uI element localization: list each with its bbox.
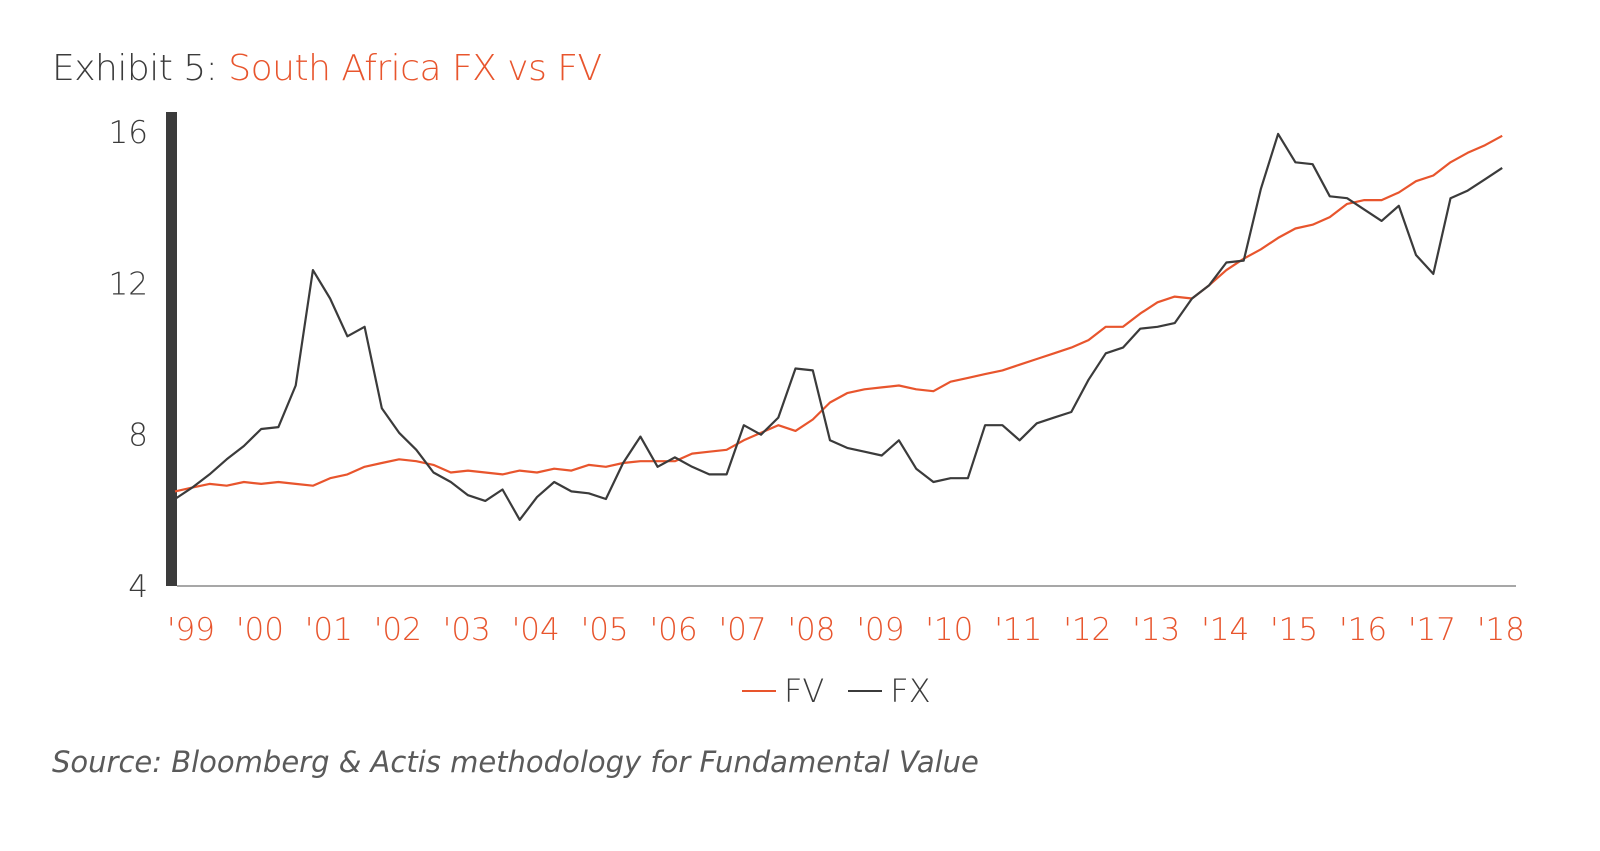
- x-tick-label: '11: [994, 612, 1042, 648]
- legend-label-fv: FV: [784, 672, 825, 710]
- x-tick-label: '00: [236, 612, 284, 648]
- x-tick-label: '13: [1132, 612, 1180, 648]
- source-note: Source: Bloomberg & Actis methodology fo…: [52, 745, 979, 779]
- x-tick-label: '12: [1063, 612, 1111, 648]
- x-tick-label: '08: [788, 612, 836, 648]
- x-tick-label: '17: [1408, 612, 1456, 648]
- x-tick-label: '10: [925, 612, 973, 648]
- x-tick-label: '16: [1339, 612, 1387, 648]
- x-tick-label: '04: [512, 612, 560, 648]
- legend-item-fx: FX: [848, 672, 931, 710]
- x-tick-label: '06: [650, 612, 698, 648]
- y-tick-label: 4: [128, 569, 148, 605]
- x-tick-label: '15: [1270, 612, 1318, 648]
- x-tick-label: '14: [1201, 612, 1249, 648]
- x-tick-label: '99: [167, 612, 215, 648]
- x-tick-label: '01: [305, 612, 353, 648]
- legend-swatch-fv: [742, 690, 776, 692]
- legend-label-fx: FX: [890, 672, 931, 710]
- x-tick-label: '03: [443, 612, 491, 648]
- y-tick-label: 16: [109, 115, 148, 151]
- chart-title: Exhibit 5: South Africa FX vs FV: [52, 48, 602, 89]
- legend-item-fv: FV: [742, 672, 824, 710]
- series-line-fv: [174, 134, 1503, 493]
- x-tick-label: '18: [1477, 612, 1525, 648]
- y-axis-bar: [166, 112, 177, 586]
- legend: FV FX: [742, 672, 955, 710]
- series-lines: [174, 132, 1503, 521]
- x-tick-label: '07: [719, 612, 767, 648]
- axes: 4 8 12 16 '99 '00 '01 '02 '03 '04 '05 '06 '07 '08 '09 '…: [109, 112, 1525, 648]
- y-tick-label: 8: [128, 418, 148, 454]
- title-main: South Africa FX vs FV: [228, 48, 602, 89]
- x-tick-label: '02: [374, 612, 422, 648]
- x-tick-label: '05: [581, 612, 629, 648]
- y-tick-label: 12: [109, 266, 148, 302]
- title-prefix: Exhibit 5:: [52, 48, 218, 89]
- x-tick-label: '09: [856, 612, 904, 648]
- series-line-fx: [174, 132, 1503, 521]
- legend-swatch-fx: [848, 690, 883, 692]
